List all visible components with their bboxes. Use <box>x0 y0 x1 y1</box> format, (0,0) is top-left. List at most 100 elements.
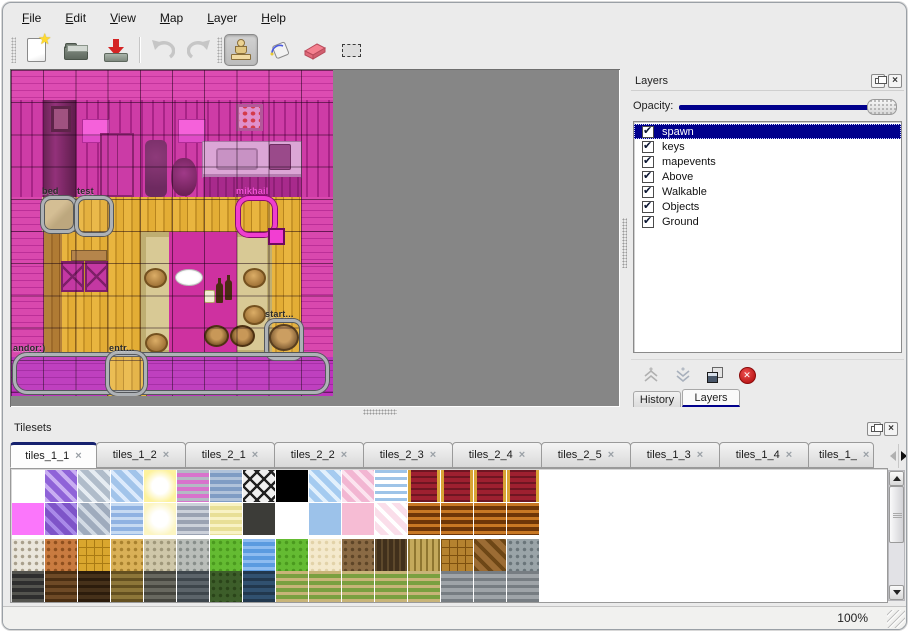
float-panel-button[interactable] <box>867 422 883 436</box>
tile[interactable] <box>441 503 473 535</box>
map-object-test[interactable] <box>75 196 113 236</box>
tile[interactable] <box>210 571 242 602</box>
float-panel-button[interactable] <box>871 74 887 88</box>
tab-scroll-right-button[interactable] <box>898 444 906 468</box>
tile[interactable] <box>408 470 440 502</box>
opacity-slider-track[interactable] <box>679 105 869 110</box>
tile[interactable] <box>78 503 110 535</box>
layer-visibility-checkbox[interactable] <box>642 199 654 213</box>
layer-visibility-checkbox[interactable] <box>642 169 654 183</box>
menu-item-layer[interactable]: Layer <box>207 11 238 25</box>
menu-item-file[interactable]: File <box>22 11 42 25</box>
layer-visibility-checkbox[interactable] <box>642 214 654 228</box>
tile[interactable] <box>276 503 308 535</box>
horizontal-splitter[interactable] <box>363 409 397 415</box>
tile[interactable] <box>243 539 275 571</box>
tile[interactable] <box>45 503 77 535</box>
tile[interactable] <box>507 470 539 502</box>
tile[interactable] <box>474 571 506 602</box>
tile[interactable] <box>441 470 473 502</box>
tab-close-icon[interactable]: × <box>75 450 82 462</box>
tile[interactable] <box>243 503 275 535</box>
save-file-button[interactable] <box>99 34 133 66</box>
tab-close-icon[interactable]: × <box>785 449 793 461</box>
tile[interactable] <box>507 539 539 571</box>
resize-grip[interactable] <box>887 610 905 628</box>
tileset-tab-tiles_2_3[interactable]: tiles_2_3 × <box>363 442 453 468</box>
close-panel-button[interactable]: × <box>888 74 902 88</box>
tile[interactable] <box>342 539 374 571</box>
tile[interactable] <box>144 503 176 535</box>
tile[interactable] <box>78 571 110 602</box>
menu-item-edit[interactable]: Edit <box>65 11 87 25</box>
tile[interactable] <box>12 470 44 502</box>
toolbar-drag-handle[interactable] <box>217 37 222 63</box>
tile[interactable] <box>441 571 473 602</box>
tile[interactable] <box>210 470 242 502</box>
layer-row-mapevents[interactable]: mapevents <box>634 154 901 169</box>
tileset-tab-tiles_2_4[interactable]: tiles_2_4 × <box>452 442 542 468</box>
tile[interactable] <box>177 571 209 602</box>
tile[interactable] <box>276 571 308 602</box>
tileset-tab-tiles_1_3[interactable]: tiles_1_3 × <box>630 442 720 468</box>
tile[interactable] <box>144 571 176 602</box>
redo-button[interactable] <box>183 34 217 66</box>
tileset-scrollbar[interactable] <box>888 470 905 601</box>
layer-row-Above[interactable]: Above <box>634 169 901 184</box>
layer-visibility-checkbox[interactable] <box>642 124 654 138</box>
tile[interactable] <box>276 539 308 571</box>
tile[interactable] <box>111 539 143 571</box>
tile[interactable] <box>12 539 44 571</box>
tile[interactable] <box>408 571 440 602</box>
tile[interactable] <box>441 539 473 571</box>
tile[interactable] <box>45 470 77 502</box>
layer-visibility-checkbox[interactable] <box>642 184 654 198</box>
raise-layer-button[interactable] <box>641 365 661 385</box>
tile[interactable] <box>111 503 143 535</box>
tile[interactable] <box>144 470 176 502</box>
map-object-resize-handle[interactable] <box>268 228 285 245</box>
tile[interactable] <box>507 571 539 602</box>
tile[interactable] <box>309 571 341 602</box>
map-object-bed[interactable] <box>41 196 77 233</box>
map-view[interactable]: bed test mikhail start... andor:) entr..… <box>10 69 620 407</box>
layer-list[interactable]: spawn keys mapevents Above Walkable Objects Gr… <box>633 121 902 353</box>
tile[interactable] <box>12 503 44 535</box>
tab-scroll-left-button[interactable] <box>887 444 898 468</box>
layer-row-spawn[interactable]: spawn <box>634 124 901 139</box>
tile[interactable] <box>507 503 539 535</box>
tile[interactable] <box>309 503 341 535</box>
map-canvas[interactable]: bed test mikhail start... andor:) entr..… <box>11 70 333 396</box>
tile[interactable] <box>78 539 110 571</box>
tile[interactable] <box>375 571 407 602</box>
stamp-tool-button[interactable] <box>224 34 258 66</box>
close-panel-button[interactable]: × <box>884 422 898 436</box>
menu-item-map[interactable]: Map <box>159 11 184 25</box>
tileset-tab-tiles_1_4[interactable]: tiles_1_4 × <box>719 442 809 468</box>
undo-button[interactable] <box>145 34 179 66</box>
lower-layer-button[interactable] <box>673 365 693 385</box>
tileset-tab-tiles_1_2[interactable]: tiles_1_2 × <box>96 442 186 468</box>
new-file-button[interactable]: ★ <box>19 31 53 66</box>
tile[interactable] <box>177 539 209 571</box>
rect-select-tool-button[interactable] <box>334 34 368 66</box>
open-file-button[interactable] <box>59 34 93 66</box>
tile[interactable] <box>474 503 506 535</box>
tab-close-icon[interactable]: × <box>251 449 259 461</box>
duplicate-layer-button[interactable] <box>705 365 725 385</box>
menu-item-view[interactable]: View <box>110 11 136 25</box>
layer-row-Objects[interactable]: Objects <box>634 199 901 214</box>
tile[interactable] <box>78 470 110 502</box>
tile[interactable] <box>309 539 341 571</box>
tile[interactable] <box>111 470 143 502</box>
delete-layer-button[interactable]: ✕ <box>737 365 757 385</box>
tile[interactable] <box>177 470 209 502</box>
tile[interactable] <box>144 539 176 571</box>
tile[interactable] <box>45 539 77 571</box>
fill-tool-button[interactable] <box>262 34 296 66</box>
tile[interactable] <box>210 503 242 535</box>
tile[interactable] <box>243 571 275 602</box>
tile[interactable] <box>276 470 308 502</box>
layer-row-Walkable[interactable]: Walkable <box>634 184 901 199</box>
tile[interactable] <box>342 503 374 535</box>
